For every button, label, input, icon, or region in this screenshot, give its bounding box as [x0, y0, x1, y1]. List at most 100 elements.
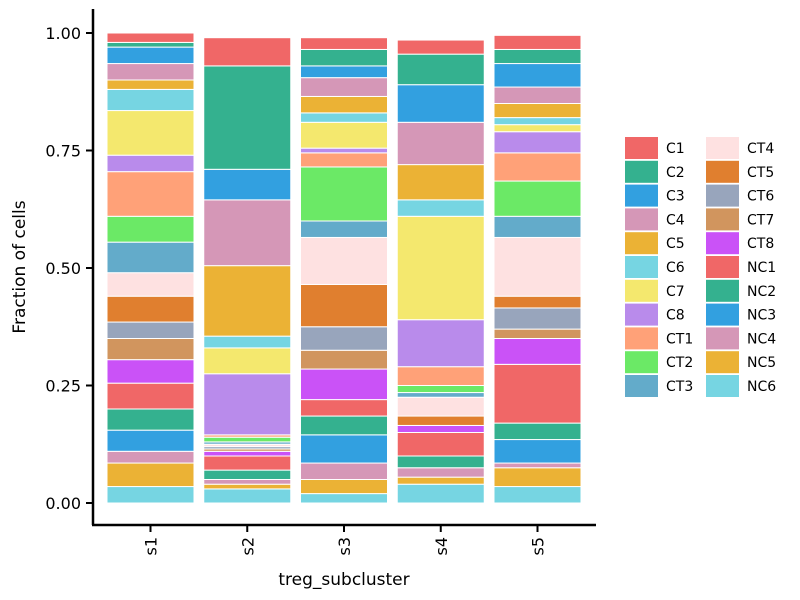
bar-segment-s1-ct2 [106, 215, 195, 243]
legend-item-ct8: CT8 [706, 232, 774, 255]
bar-segment-s1-nc6 [106, 486, 195, 504]
x-ticks: s1 s2 s3 s4 s5 [142, 525, 548, 556]
bar-segment-s1-ct4 [106, 272, 195, 297]
legend-label: C2 [666, 165, 685, 181]
legend-label: C5 [666, 236, 685, 252]
bar-segment-s1-ct5 [106, 295, 195, 323]
legend-label: NC5 [747, 355, 776, 371]
bar-segment-s2-nc2 [203, 469, 292, 481]
bar-segment-s2-c2 [203, 65, 292, 170]
legend-item-ct1: CT1 [625, 327, 693, 350]
bar-segment-s2-c4 [203, 199, 292, 267]
bar-segment-s4-c3 [396, 84, 485, 123]
legend-label: CT2 [666, 355, 693, 371]
legend-label: CT4 [747, 141, 774, 157]
legend-item-c7: C7 [625, 279, 685, 302]
bar-segment-s4-ct1 [396, 366, 485, 387]
bars-layer [106, 32, 582, 504]
bar-segment-s3-nc4 [300, 462, 388, 480]
legend-swatch [706, 375, 739, 397]
legend-swatch [706, 184, 739, 207]
bar-segment-s4-c8 [396, 319, 485, 368]
y-tick-label: 1.00 [45, 24, 81, 43]
bar-segment-s3-ct1 [300, 152, 388, 168]
legend-item-nc5: NC5 [706, 351, 776, 374]
x-tick-label: s1 [142, 537, 161, 556]
bar-segment-s2-c1 [203, 37, 292, 67]
y-tick-label: 0.75 [45, 142, 81, 161]
legend-swatch [706, 327, 739, 350]
bar-segment-s5-ct1 [493, 152, 582, 182]
bar-segment-s4-ct2 [396, 385, 485, 394]
bar-segment-s1-c6 [106, 88, 195, 112]
bar-segment-s1-c8 [106, 154, 195, 173]
bar-segment-s3-ct2 [300, 166, 388, 222]
legend-item-nc2: NC2 [706, 279, 776, 302]
legend-swatch [706, 256, 739, 278]
bar-segment-s1-c2 [106, 41, 195, 48]
legend-swatch [625, 256, 658, 278]
bar-segment-s5-ct3 [493, 215, 582, 238]
bar-segment-s2-c7 [203, 347, 292, 375]
legend-item-c8: C8 [625, 303, 685, 326]
bar-segment-s3-nc5 [300, 479, 388, 495]
legend-item-ct6: CT6 [706, 184, 774, 207]
bar-segment-s4-c4 [396, 121, 485, 166]
legend-swatch [625, 279, 658, 302]
bar-stack-s3 [300, 37, 388, 504]
legend-label: CT7 [747, 212, 774, 228]
bar-segment-s1-c3 [106, 46, 195, 65]
bar-segment-s5-ct7 [493, 328, 582, 340]
bar-segment-s5-c7 [493, 124, 582, 133]
legend-label: C3 [666, 189, 685, 205]
y-tick-label: 0.25 [45, 377, 81, 396]
legend-item-nc6: NC6 [706, 375, 776, 397]
bar-segment-s1-c4 [106, 63, 195, 81]
legend-label: C8 [666, 308, 685, 324]
legend-swatch [625, 303, 658, 326]
bar-segment-s2-nc1 [203, 455, 292, 471]
legend-item-c6: C6 [625, 256, 685, 278]
y-tick-label: 0.00 [45, 494, 81, 513]
bar-segment-s3-c8 [300, 147, 388, 154]
legend-swatch [625, 327, 658, 350]
legend-label: C4 [666, 212, 685, 228]
bar-segment-s2-c5 [203, 265, 292, 337]
legend-item-ct5: CT5 [706, 160, 774, 183]
legend-label: CT1 [666, 331, 693, 347]
bar-segment-s5-nc6 [493, 486, 582, 504]
bar-segment-s2-c3 [203, 168, 292, 201]
bar-segment-s5-ct8 [493, 338, 582, 365]
legend-item-nc3: NC3 [706, 303, 776, 326]
bar-segment-s1-c1 [106, 32, 195, 43]
bar-segment-s5-c2 [493, 48, 582, 65]
legend-swatch [625, 137, 658, 159]
legend: C1 C2 C3 C4 C5 C6 C7 C8 CT1 CT2 CT3 CT4 CT5 CT6 CT7 CT8… [625, 137, 776, 397]
bar-segment-s3-c5 [300, 95, 388, 114]
legend-swatch [706, 279, 739, 302]
bar-segment-s3-nc2 [300, 415, 388, 436]
legend-item-ct3: CT3 [625, 375, 693, 397]
bar-segment-s4-ct5 [396, 415, 485, 426]
legend-label: NC3 [747, 308, 776, 324]
legend-swatch [706, 351, 739, 374]
bar-segment-s1-nc2 [106, 408, 195, 431]
legend-item-ct7: CT7 [706, 208, 774, 231]
bar-stack-s1 [106, 32, 195, 504]
bar-segment-s1-ct8 [106, 359, 195, 384]
legend-label: CT8 [747, 236, 774, 252]
bar-segment-s2-nc6 [203, 488, 292, 504]
legend-swatch [706, 137, 739, 159]
legend-swatch [625, 160, 658, 183]
legend-swatch [706, 232, 739, 255]
bar-segment-s1-c7 [106, 110, 195, 156]
x-tick-label: s3 [335, 537, 354, 556]
legend-label: C7 [666, 284, 685, 300]
legend-item-c5: C5 [625, 232, 685, 255]
bar-segment-s5-c4 [493, 86, 582, 105]
x-tick-label: s2 [238, 537, 257, 556]
legend-swatch [706, 303, 739, 326]
bar-segment-s2-ct8 [203, 450, 292, 457]
bar-segment-s5-nc1 [493, 363, 582, 424]
bar-stack-s5 [493, 34, 582, 504]
